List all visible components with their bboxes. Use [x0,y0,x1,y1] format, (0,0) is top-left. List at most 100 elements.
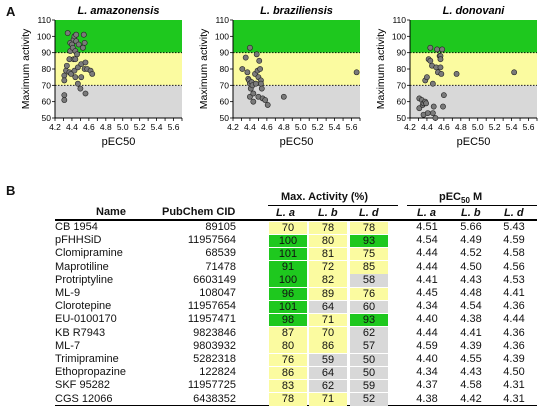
x-tick-label: 5.6 [523,122,535,132]
max-activity-value: 62 [309,379,347,393]
x-tick-label: 4.6 [83,122,95,132]
y-tick-label: 90 [42,48,52,58]
x-axis-label: pEC50 [457,136,491,148]
data-point [438,71,445,77]
pubchem-cid: 9823846 [193,326,236,339]
pec-unit: M [469,191,483,203]
max-activity-value: 70 [269,221,307,234]
max-activity-value: 87 [269,327,307,340]
data-point [77,85,84,92]
pec50-value: 4.37 [416,379,438,392]
pec50-value: 4.51 [416,221,438,233]
data-point [430,103,437,110]
sub-header-pec-la: L. a [417,207,436,219]
pec50-value: 4.43 [460,366,482,379]
compound-name: SKF 95282 [55,379,111,392]
data-point [437,64,444,71]
data-point [432,115,439,121]
y-axis-label: Maximum activity [375,28,387,109]
max-activity-value: 82 [309,274,347,287]
pec50-value: 5.66 [460,221,482,233]
data-point [73,31,80,38]
pubchem-cid: 122824 [199,366,236,379]
pec50-value: 4.36 [503,326,525,339]
pec50-value: 4.40 [416,353,438,365]
x-tick-label: 4.4 [66,122,78,132]
x-tick-label: 5.4 [151,122,163,132]
x-tick-label: 5.4 [329,122,341,132]
data-point [61,97,68,103]
data-point [253,51,260,58]
pec50-value: 4.42 [460,392,482,405]
x-tick-label: 5.0 [472,122,484,132]
data-point [74,80,81,87]
max-activity-value: 101 [269,300,307,314]
data-point [61,77,68,84]
data-point [64,30,71,36]
max-activity-value: 50 [350,366,388,380]
x-tick-label: 5.2 [489,122,501,132]
max-activity-value: 76 [350,287,388,300]
data-point [280,93,287,100]
max-activity-value: 71 [309,393,347,406]
col-header-cid: PubChem CID [162,206,236,218]
y-tick-label: 110 [215,15,229,25]
compound-name: Ethopropazine [55,366,126,379]
x-tick-label: 4.8 [278,122,290,132]
pec50-value: 4.58 [503,247,525,260]
y-tick-label: 70 [397,80,407,90]
pec50-value: 4.50 [460,260,482,273]
pec50-value: 4.41 [460,326,482,339]
pec50-value: 4.59 [416,339,438,352]
y-tick-label: 100 [392,31,406,41]
x-tick-label: 5.6 [346,122,358,132]
data-point [74,51,80,58]
pec50-value: 4.31 [503,392,525,405]
max-activity-value: 93 [350,313,388,327]
max-activity-value: 98 [269,313,307,327]
pec50-value: 4.43 [460,273,482,286]
data-point [80,31,87,38]
pec50-value: 4.38 [416,392,438,405]
max-activity-value: 72 [309,261,347,274]
pec50-value: 4.52 [460,247,482,260]
compound-name: Trimipramine [55,353,119,365]
compound-name: pFHHSiD [55,234,102,247]
x-tick-label: 4.2 [49,122,61,132]
y-tick-label: 50 [397,113,407,123]
band-yellow [233,52,360,86]
pec50-value: 4.44 [416,326,438,339]
max-activity-value: 78 [269,393,307,406]
chart-title: L. amazonensis [78,5,160,17]
y-tick-label: 90 [220,48,230,58]
y-tick-label: 70 [220,80,230,90]
data-point [423,100,429,107]
y-tick-label: 110 [392,15,406,25]
pec50-value: 4.36 [503,339,525,352]
pec50-value: 4.59 [503,234,525,247]
pubchem-cid: 89105 [205,221,236,233]
y-tick-label: 80 [220,64,230,74]
data-point [440,92,447,99]
pec-label: pEC [439,191,461,203]
pec50-value: 4.41 [416,273,438,286]
x-tick-label: 4.4 [244,122,256,132]
sub-header-max-lb: L. b [318,207,338,219]
compound-name: Clorotepine [55,300,112,313]
data-point [257,66,263,72]
data-point [244,69,251,76]
max-activity-value: 91 [269,261,307,274]
x-tick-label: 5.2 [134,122,146,132]
compound-name: CB 1954 [55,221,98,233]
sub-header-max-ld: L. d [359,207,379,219]
pec50-value: 4.44 [416,247,438,260]
y-tick-label: 50 [220,113,230,123]
max-activity-value: 86 [309,340,347,353]
max-activity-value: 76 [269,353,307,366]
max-activity-value: 78 [350,221,388,234]
data-point [72,74,79,81]
y-tick-label: 90 [397,48,407,58]
data-point [439,46,446,53]
sub-header-pec-lb: L. b [461,207,481,219]
max-activity-value: 100 [269,274,307,287]
